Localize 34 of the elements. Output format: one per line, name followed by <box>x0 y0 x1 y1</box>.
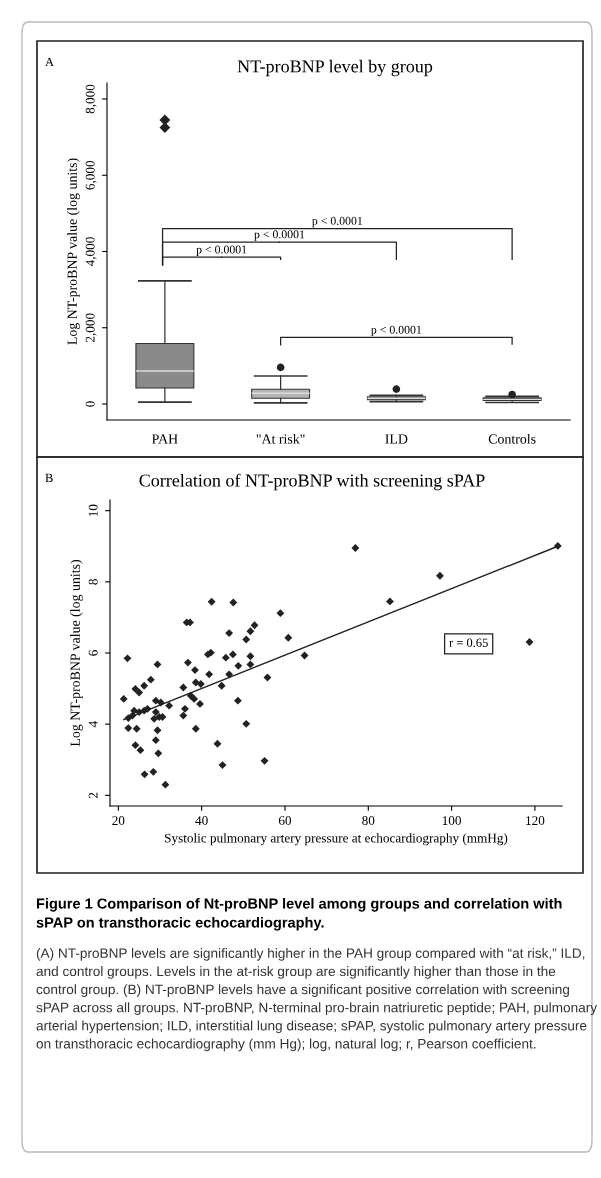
x-tick-label: 20 <box>112 816 125 826</box>
x-tick-label: 80 <box>362 816 375 826</box>
y-tick-label: 6,000 <box>85 160 97 190</box>
text: (A) NT-proBNP levels are significantly higher in the PAH group compared with “at risk,” ILD, and control groups. Levels in the at-risk group are significantly higher than those in the control group. (B) NT-proBNP levels have a significant positive correlation with screening sPAP across all groups. NT-proBNP, N-terminal pro-brain natriuretic peptide; PAH, pulmonary arterial hypertension; ILD, interstitial lung disease; sPAP, systolic pulmonary artery pressure on transthoracic echocardiography (mm Hg); log, natural log; r, Pearson coefficient. <box>36 948 598 1052</box>
text: A <box>45 57 54 67</box>
y-tick-label: 0 <box>85 401 95 407</box>
caption: Figure 1 Comparison of Nt-proBNP level among groups and correlation with sPAP on transthoracic echocardiography. <box>36 898 562 931</box>
annotation: p < 0.0001 <box>196 245 247 256</box>
chart-title: Correlation of NT-proBNP with screening sPAP <box>139 473 485 491</box>
x-tick-label: PAH <box>152 434 178 444</box>
x-tick-label: "At risk" <box>256 433 305 444</box>
annotation: p < 0.0001 <box>371 325 422 337</box>
y-tick-label: 6 <box>88 650 98 656</box>
y-tick-label: 8 <box>88 579 98 585</box>
x-tick-label: 100 <box>442 816 461 826</box>
y-tick-label: 4,000 <box>85 237 97 267</box>
y-tick-label: 8,000 <box>85 84 97 114</box>
y-axis-title: Log NT-proBNP value (log units) <box>70 559 83 747</box>
x-tick-label: 40 <box>195 816 208 826</box>
y-tick-label: 10 <box>88 504 98 517</box>
x-tick-label: ILD <box>385 434 408 444</box>
x-axis-title: Systolic pulmonary artery pressure at echocardiography (mmHg) <box>165 833 508 846</box>
annotation: p < 0.0001 <box>312 216 363 228</box>
text: B <box>45 473 53 483</box>
y-tick-label: 4 <box>88 721 98 728</box>
annotation: r = 0.65 <box>449 638 488 647</box>
x-tick-label: 60 <box>278 816 292 826</box>
y-tick-label: 2 <box>88 792 98 799</box>
y-axis-title: Log NT-proBNP value (log units) <box>67 158 80 345</box>
chart-title: NT-proBNP level by group <box>237 59 433 77</box>
x-tick-label: 120 <box>526 816 545 826</box>
annotation: p < 0.0001 <box>254 230 305 241</box>
y-tick-label: 2,000 <box>85 313 97 343</box>
x-tick-label: Controls <box>488 433 536 444</box>
